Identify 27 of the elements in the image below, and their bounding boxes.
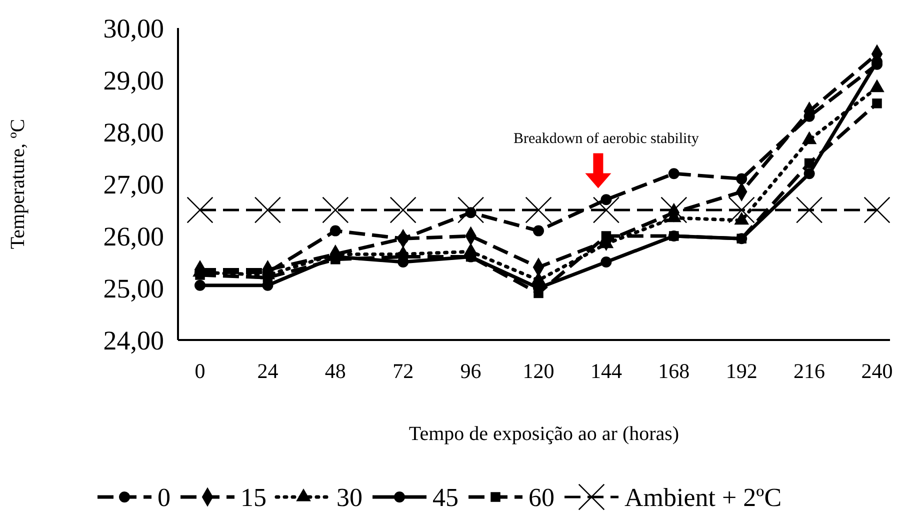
y-tick-label: 30,00	[103, 13, 164, 44]
y-tick-label: 24,00	[103, 325, 164, 356]
legend-label: 45	[432, 483, 458, 512]
y-tick-label: 26,00	[103, 221, 164, 252]
x-tick-label: 72	[392, 359, 414, 383]
x-axis-title: Tempo de exposição ao ar (horas)	[408, 423, 680, 445]
y-tick-label: 27,00	[103, 169, 164, 200]
legend-label: 60	[528, 483, 554, 512]
annotation: Breakdown of aerobic stability	[514, 131, 700, 148]
x-tick-label: 0	[194, 359, 206, 383]
legend-label: 0	[158, 483, 170, 512]
y-tick-label: 28,00	[103, 117, 164, 148]
legend-label: Ambient + 2ºC	[624, 483, 782, 512]
x-tick-label: 168	[658, 359, 690, 383]
y-tick-label: 29,00	[103, 65, 164, 96]
legend-label: 15	[240, 483, 266, 512]
x-tick-label: 96	[460, 359, 482, 383]
legend-label: 30	[336, 483, 362, 512]
x-tick-label: 240	[861, 359, 893, 383]
x-tick-label: 24	[257, 359, 279, 383]
y-axis-title: Temperature, ºC	[7, 118, 29, 250]
x-tick-label: 120	[522, 359, 554, 383]
x-tick-label: 192	[726, 359, 758, 383]
y-tick-label: 25,00	[103, 273, 164, 304]
x-tick-label: 144	[590, 359, 622, 383]
x-tick-label: 48	[324, 359, 346, 383]
x-tick-label: 216	[794, 359, 826, 383]
